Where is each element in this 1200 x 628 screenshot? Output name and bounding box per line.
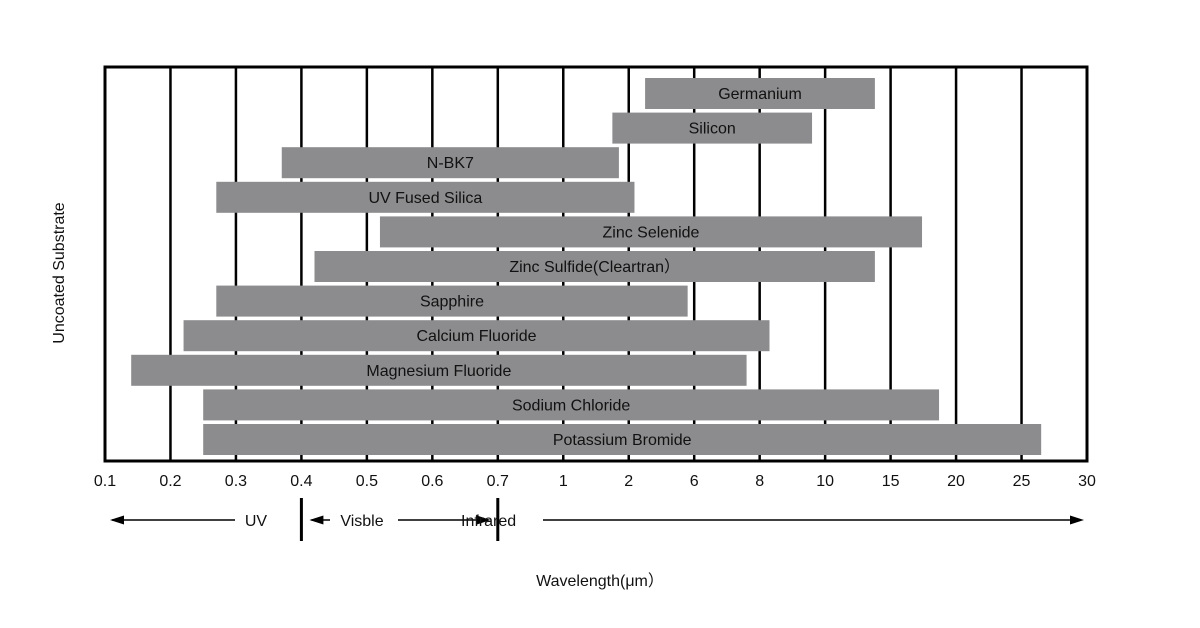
range-bar xyxy=(314,251,875,282)
bar-label: Magnesium Fluoride xyxy=(366,363,511,380)
region-label-uv: UV xyxy=(245,513,268,530)
range-bar xyxy=(183,320,770,352)
uv-arrow-head xyxy=(110,515,124,525)
x-tick-label: 0.3 xyxy=(225,473,247,490)
bar-label: Calcium Fluoride xyxy=(416,328,536,345)
bar-label: Silicon xyxy=(689,121,736,138)
bar-label: Sodium Chloride xyxy=(512,397,630,414)
x-tick-label: 0.6 xyxy=(421,473,443,490)
y-axis-title: Uncoated Substrate xyxy=(51,202,68,344)
visible-arrow-head-right xyxy=(476,515,491,525)
x-tick-label: 25 xyxy=(1013,473,1031,490)
range-bar xyxy=(612,112,813,144)
x-tick-label: 8 xyxy=(755,473,764,490)
x-tick-label: 0.1 xyxy=(94,473,116,490)
x-tick-label: 10 xyxy=(816,473,834,490)
range-bar xyxy=(379,216,923,248)
x-tick-label: 6 xyxy=(690,473,699,490)
x-tick-label: 15 xyxy=(882,473,900,490)
plot-frame xyxy=(103,65,1089,463)
bar-label: N-BK7 xyxy=(427,155,474,172)
x-tick-label: 30 xyxy=(1078,473,1096,490)
bar-label: UV Fused Silica xyxy=(368,190,482,207)
bar-label: Germanium xyxy=(718,86,802,103)
region-label-infrared: Infrared xyxy=(461,513,516,530)
bar-label: Zinc Sulfide(Cleartran） xyxy=(509,258,680,276)
x-tick-label: 1 xyxy=(559,473,568,490)
x-tick-label: 0.4 xyxy=(290,473,312,490)
range-bar xyxy=(645,78,875,109)
x-tick-label: 20 xyxy=(947,473,965,490)
range-bar xyxy=(216,285,688,317)
x-tick-label: 0.2 xyxy=(159,473,181,490)
range-bar xyxy=(281,147,619,179)
visible-arrow-head-left xyxy=(309,515,324,525)
x-tick-label: 0.5 xyxy=(356,473,378,490)
bar-label: Zinc Selenide xyxy=(603,224,700,241)
range-bar xyxy=(203,424,1042,455)
x-axis-title: Wavelength(μm） xyxy=(536,573,664,590)
bar-label: Potassium Bromide xyxy=(553,432,692,449)
range-bar xyxy=(216,181,635,213)
infrared-arrow-head xyxy=(1070,515,1084,525)
x-tick-label: 2 xyxy=(624,473,633,490)
range-bar xyxy=(131,354,747,386)
x-tick-label: 0.7 xyxy=(487,473,509,490)
range-bar xyxy=(203,389,940,421)
bar-label: Sapphire xyxy=(420,294,484,311)
region-label-visible: Visble xyxy=(340,513,383,530)
